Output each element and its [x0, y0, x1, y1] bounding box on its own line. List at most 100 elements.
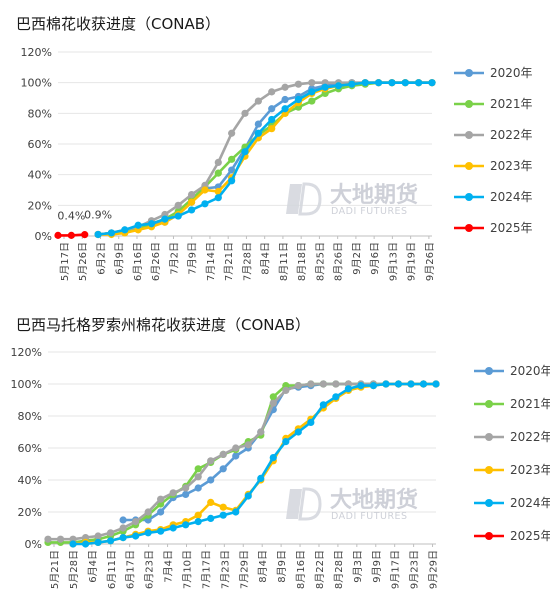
x-tick-label: 7月21日 — [223, 242, 235, 281]
data-point — [214, 194, 222, 202]
data-point — [69, 540, 77, 548]
data-point — [294, 382, 302, 390]
data-point — [281, 83, 289, 91]
watermark-cn: 大地期货 — [330, 487, 418, 513]
x-tick-label: 6月23日 — [144, 550, 156, 589]
x-tick-label: 7月17日 — [200, 550, 212, 589]
legend-label: 2021年 — [490, 97, 533, 111]
data-point — [282, 386, 290, 394]
data-point — [214, 169, 222, 177]
data-point — [144, 529, 152, 537]
data-point — [132, 518, 140, 526]
data-point — [161, 215, 169, 223]
data-point — [119, 524, 127, 532]
data-point — [44, 535, 52, 543]
data-point — [401, 79, 409, 87]
x-tick-label: 6月26日 — [150, 242, 162, 281]
data-point — [268, 115, 276, 124]
data-point — [268, 125, 276, 133]
data-point — [207, 498, 215, 506]
data-point — [428, 79, 436, 87]
watermark-en: DADI FUTURES — [331, 206, 408, 217]
data-point — [319, 401, 327, 409]
y-tick-label: 60% — [18, 442, 42, 455]
x-tick-label: 7月2日 — [168, 242, 180, 275]
data-point — [219, 465, 227, 473]
data-point — [308, 97, 316, 105]
x-tick-label: 5月28日 — [68, 550, 80, 589]
x-tick-label: 7月9日 — [187, 242, 199, 275]
data-point — [194, 484, 202, 492]
data-point — [269, 393, 277, 401]
x-tick-label: 9月3日 — [352, 550, 364, 583]
data-point — [294, 80, 303, 88]
data-point — [106, 537, 115, 545]
legend-label: 2022年 — [510, 430, 550, 444]
data-point — [219, 450, 227, 458]
legend-label: 2025年 — [490, 221, 533, 235]
data-point — [132, 532, 140, 540]
data-point — [106, 529, 115, 537]
legend-label: 2024年 — [490, 190, 533, 204]
legend-label: 2021年 — [510, 397, 550, 411]
data-point — [348, 80, 356, 88]
data-point — [194, 473, 202, 481]
data-point — [244, 441, 252, 449]
data-point — [182, 490, 190, 498]
data-point — [232, 444, 240, 452]
y-tick-label: 100% — [11, 378, 42, 391]
data-point — [194, 518, 202, 526]
data-point — [56, 535, 65, 543]
legend-swatch-marker — [465, 193, 473, 201]
data-point — [308, 79, 316, 87]
data-point — [269, 399, 277, 407]
y-tick-label: 0% — [25, 538, 42, 551]
data-point — [281, 95, 289, 104]
legend-swatch-marker — [485, 400, 493, 408]
data-point — [357, 382, 365, 390]
x-tick-label: 9月6日 — [369, 242, 381, 275]
watermark-mark — [286, 184, 302, 214]
data-point — [254, 129, 262, 137]
x-tick-label: 9月13日 — [387, 242, 399, 281]
data-point — [194, 511, 202, 519]
legend-swatch-marker — [465, 100, 473, 108]
data-point — [157, 527, 165, 535]
data-point — [174, 201, 182, 209]
x-tick-label: 8月26日 — [333, 242, 345, 281]
x-tick-label: 6月2日 — [95, 242, 107, 275]
data-point — [81, 540, 90, 548]
data-point — [201, 186, 209, 194]
data-point — [241, 109, 249, 117]
x-tick-label: 7月14日 — [205, 242, 217, 281]
x-tick-label: 7月29日 — [238, 550, 250, 589]
data-point — [182, 484, 190, 492]
watermark-mark — [298, 487, 322, 521]
data-point — [228, 166, 236, 174]
data-point — [54, 231, 62, 239]
data-point — [281, 105, 289, 113]
data-point — [207, 514, 215, 523]
x-tick-label: 8月4日 — [257, 550, 269, 583]
x-tick-label: 5月17日 — [59, 242, 71, 281]
data-point — [394, 380, 403, 388]
x-tick-label: 7月4日 — [163, 550, 175, 583]
data-point — [319, 380, 327, 388]
x-tick-label: 9月23日 — [409, 550, 421, 589]
data-point — [94, 538, 102, 547]
legend-label: 2020年 — [490, 66, 533, 80]
x-tick-label: 9月26日 — [424, 242, 436, 281]
data-point — [214, 158, 222, 166]
data-point — [257, 474, 265, 482]
data-point — [157, 508, 165, 516]
data-point — [187, 191, 196, 199]
y-tick-label: 40% — [28, 169, 52, 182]
data-point — [268, 88, 276, 96]
data-point — [187, 206, 196, 214]
y-tick-label: 60% — [28, 138, 52, 151]
y-tick-label: 80% — [28, 107, 52, 120]
data-point — [194, 465, 202, 473]
data-point — [307, 380, 315, 388]
